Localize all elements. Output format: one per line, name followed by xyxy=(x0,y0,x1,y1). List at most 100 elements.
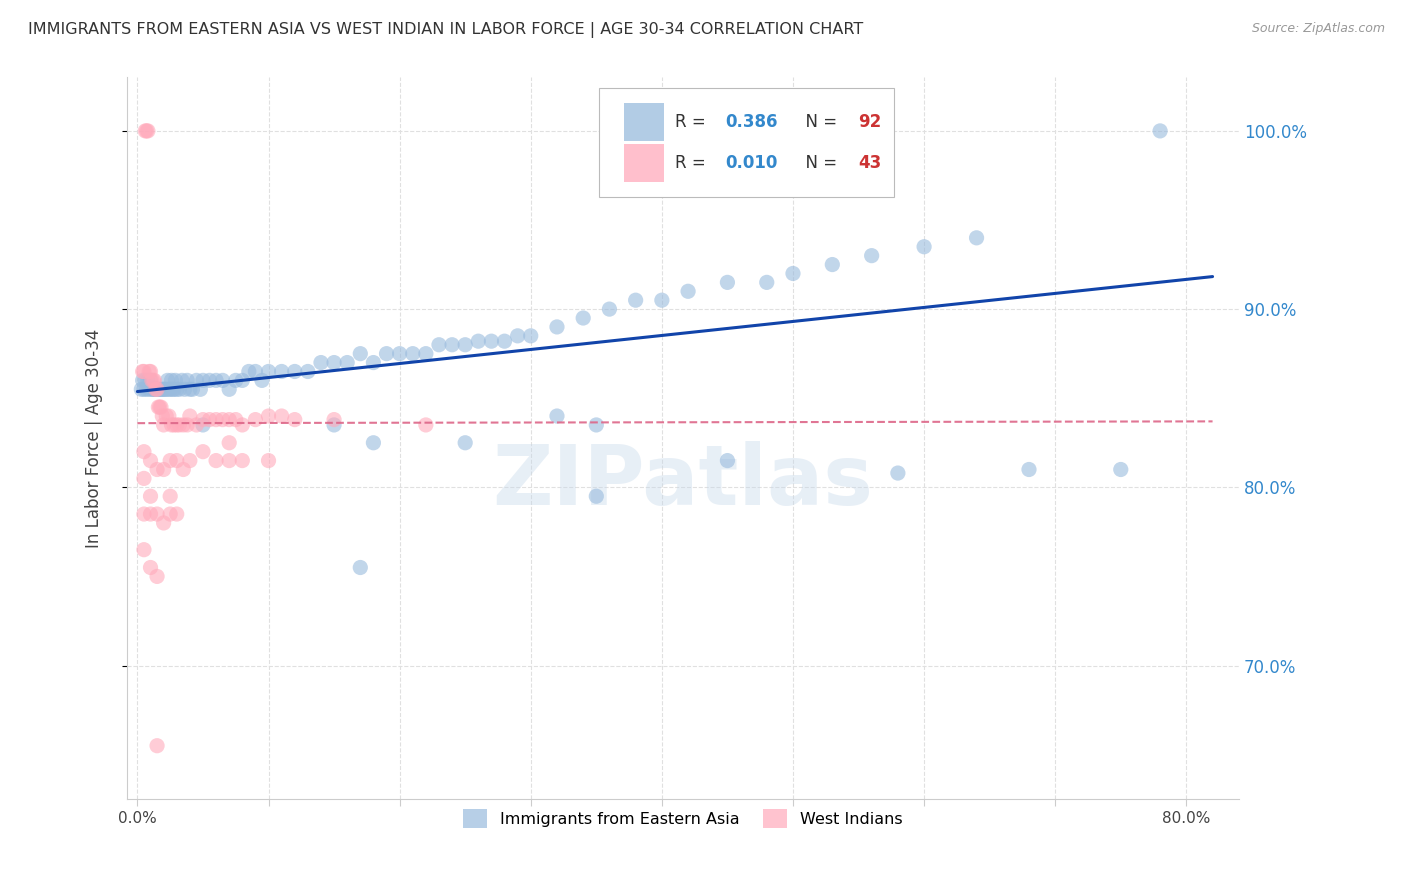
Text: R =: R = xyxy=(675,154,711,172)
Point xyxy=(363,355,385,369)
Point xyxy=(181,382,204,396)
Point xyxy=(132,542,155,557)
Point xyxy=(297,364,319,378)
Point xyxy=(309,355,332,369)
Point xyxy=(1018,462,1040,476)
Point xyxy=(225,373,247,387)
Point xyxy=(169,417,191,432)
Point xyxy=(349,560,371,574)
Point xyxy=(245,412,267,426)
Point xyxy=(159,507,181,521)
Point xyxy=(323,355,346,369)
Point xyxy=(402,346,425,360)
Point xyxy=(136,373,159,387)
Text: 92: 92 xyxy=(859,112,882,131)
Point xyxy=(651,293,673,308)
Point xyxy=(966,231,988,245)
Text: R =: R = xyxy=(675,112,711,131)
Point xyxy=(238,364,260,378)
Point xyxy=(138,382,160,396)
Point xyxy=(172,417,194,432)
Point xyxy=(198,373,221,387)
Point xyxy=(323,412,346,426)
Point xyxy=(159,489,181,503)
Point xyxy=(375,346,398,360)
Point xyxy=(205,373,228,387)
Point xyxy=(205,453,228,467)
Point xyxy=(494,334,516,348)
Point xyxy=(165,373,187,387)
Point xyxy=(141,373,163,387)
Bar xyxy=(624,103,664,141)
Point xyxy=(134,373,156,387)
Text: ZIPatlas: ZIPatlas xyxy=(492,442,873,522)
Point xyxy=(467,334,489,348)
Point xyxy=(415,346,437,360)
Point xyxy=(148,400,170,414)
Point xyxy=(134,124,156,138)
Point xyxy=(131,364,153,378)
Point xyxy=(755,276,778,290)
Point xyxy=(231,373,253,387)
Point xyxy=(179,453,201,467)
Point xyxy=(257,409,280,423)
Point xyxy=(191,412,214,426)
Point xyxy=(132,507,155,521)
Point xyxy=(585,489,607,503)
Point xyxy=(198,412,221,426)
Point xyxy=(624,293,647,308)
Point xyxy=(152,417,174,432)
Point xyxy=(270,409,292,423)
Point xyxy=(211,412,233,426)
Point xyxy=(169,382,191,396)
Point xyxy=(160,373,183,387)
Point xyxy=(155,409,177,423)
Text: 0.386: 0.386 xyxy=(725,112,778,131)
Point xyxy=(166,453,188,467)
Point xyxy=(191,444,214,458)
Point xyxy=(143,373,166,387)
Point xyxy=(139,507,162,521)
Point xyxy=(160,417,183,432)
Point xyxy=(156,373,179,387)
Text: 43: 43 xyxy=(859,154,882,172)
Point xyxy=(150,382,173,396)
Point xyxy=(157,409,180,423)
Point xyxy=(162,382,184,396)
Point xyxy=(186,373,208,387)
Point xyxy=(146,569,169,583)
Point xyxy=(176,373,198,387)
Point xyxy=(149,400,172,414)
Point xyxy=(135,124,157,138)
Point xyxy=(716,276,738,290)
Point xyxy=(159,382,181,396)
Point xyxy=(163,417,186,432)
Point xyxy=(176,417,198,432)
Point xyxy=(427,337,450,351)
Point xyxy=(159,453,181,467)
Point xyxy=(211,373,233,387)
Point xyxy=(145,382,167,396)
Point xyxy=(132,471,155,485)
Point xyxy=(146,507,169,521)
Point xyxy=(546,409,568,423)
Point xyxy=(146,382,169,396)
Point xyxy=(152,462,174,476)
Point xyxy=(146,382,169,396)
Point xyxy=(132,364,155,378)
Point xyxy=(284,412,307,426)
Point xyxy=(146,462,169,476)
Point xyxy=(163,382,186,396)
Point xyxy=(821,258,844,272)
Text: Source: ZipAtlas.com: Source: ZipAtlas.com xyxy=(1251,22,1385,36)
Point xyxy=(1109,462,1132,476)
Point xyxy=(481,334,503,348)
Point xyxy=(218,382,240,396)
Point xyxy=(349,346,371,360)
Point xyxy=(441,337,464,351)
Point xyxy=(155,382,177,396)
Point xyxy=(152,516,174,530)
Point xyxy=(231,453,253,467)
Point xyxy=(912,240,935,254)
Point xyxy=(415,417,437,432)
